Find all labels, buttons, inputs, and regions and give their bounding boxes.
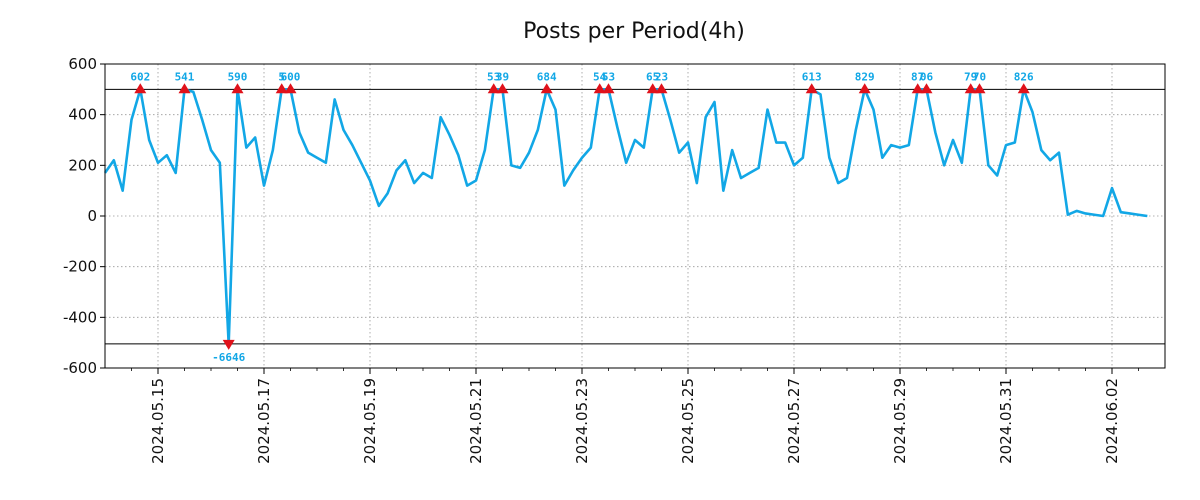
- peak-marker: [655, 83, 668, 94]
- trough-marker: [222, 339, 235, 350]
- x-tick-label: 2024.06.02: [1103, 378, 1121, 464]
- x-axis: 2024.05.15 2024.05.17 2024.05.19 2024.05.21…: [131, 368, 1139, 464]
- data-label: 684: [537, 70, 557, 83]
- x-tick-label: 2024.05.25: [679, 378, 697, 464]
- y-axis: 600 400 200 0 -200 -400 -600: [63, 55, 105, 377]
- peak-marker: [911, 83, 924, 94]
- x-tick-label: 2024.05.31: [997, 378, 1015, 464]
- chart-title: Posts per Period(4h): [523, 19, 745, 44]
- data-label: -6646: [212, 351, 245, 364]
- peak-marker: [646, 83, 659, 94]
- peak-marker: [275, 83, 288, 94]
- series: [103, 88, 1148, 346]
- peak-marker: [920, 83, 933, 94]
- peak-marker: [593, 83, 606, 94]
- data-label: 602: [130, 70, 150, 83]
- data-label: 87: [911, 70, 924, 83]
- peak-marker: [858, 83, 871, 94]
- y-tick-label: -200: [63, 258, 97, 276]
- y-tick-label: 600: [68, 55, 97, 73]
- y-tick-label: 200: [68, 156, 97, 174]
- peak-marker: [805, 83, 818, 94]
- data-label: 600: [281, 70, 301, 83]
- markers: [134, 83, 1030, 350]
- peak-marker: [496, 83, 509, 94]
- peak-marker: [134, 83, 147, 94]
- x-tick-label: 2024.05.27: [785, 378, 803, 464]
- data-label: 70: [973, 70, 986, 83]
- peak-marker: [540, 83, 553, 94]
- x-tick-label: 2024.05.29: [891, 378, 909, 464]
- data-label: 541: [175, 70, 195, 83]
- y-tick-label: -600: [63, 359, 97, 377]
- peak-marker: [602, 83, 615, 94]
- data-label: 5: [278, 70, 285, 83]
- grid: [105, 64, 1165, 368]
- data-label: 590: [228, 70, 248, 83]
- peak-marker: [1017, 83, 1030, 94]
- data-label: 613: [802, 70, 822, 83]
- peak-marker: [231, 83, 244, 94]
- y-tick-label: 400: [68, 106, 97, 124]
- x-tick-label: 2024.05.23: [573, 378, 591, 464]
- y-tick-label: -400: [63, 308, 97, 326]
- x-tick-label: 2024.05.21: [467, 378, 485, 464]
- y-tick-label: 0: [87, 207, 97, 225]
- peak-marker: [964, 83, 977, 94]
- data-label: 39: [496, 70, 509, 83]
- data-label: 65: [646, 70, 659, 83]
- x-tick-label: 2024.05.17: [255, 378, 273, 464]
- data-label: 23: [655, 70, 668, 83]
- data-label: 54: [593, 70, 607, 83]
- peak-marker: [487, 83, 500, 94]
- data-label: 53: [602, 70, 615, 83]
- peak-marker: [284, 83, 297, 94]
- peak-marker: [973, 83, 986, 94]
- x-tick-label: 2024.05.15: [149, 378, 167, 464]
- series-line: [103, 88, 1148, 346]
- data-label: 826: [1014, 70, 1034, 83]
- data-label: 79: [964, 70, 977, 83]
- data-label: 53: [487, 70, 500, 83]
- peak-marker: [178, 83, 191, 94]
- x-tick-label: 2024.05.19: [361, 378, 379, 464]
- data-label: 829: [855, 70, 875, 83]
- data-label: 06: [920, 70, 934, 83]
